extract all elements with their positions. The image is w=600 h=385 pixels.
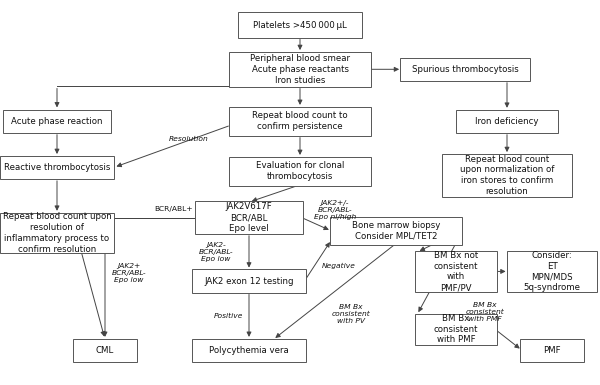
FancyBboxPatch shape (195, 201, 304, 234)
FancyBboxPatch shape (456, 109, 558, 133)
FancyBboxPatch shape (229, 107, 371, 136)
Text: Repeat blood count
upon normalization of
iron stores to confirm
resolution: Repeat blood count upon normalization of… (460, 154, 554, 196)
FancyBboxPatch shape (520, 339, 584, 362)
Text: Consider:
ET
MPN/MDS
5q-syndrome: Consider: ET MPN/MDS 5q-syndrome (523, 251, 581, 292)
Text: Bone marrow biopsy
Consider MPL/TET2: Bone marrow biopsy Consider MPL/TET2 (352, 221, 440, 241)
FancyBboxPatch shape (192, 339, 306, 362)
Text: BM Bx
consistent
with PMF: BM Bx consistent with PMF (434, 314, 478, 345)
FancyBboxPatch shape (229, 52, 371, 87)
Text: Evaluation for clonal
thrombocytosis: Evaluation for clonal thrombocytosis (256, 161, 344, 181)
Text: PMF: PMF (543, 346, 561, 355)
Text: Resolution: Resolution (169, 136, 209, 142)
FancyBboxPatch shape (415, 251, 497, 292)
Text: BCR/ABL+: BCR/ABL+ (155, 206, 193, 212)
Text: BM Bx
consistent
with PV: BM Bx consistent with PV (332, 304, 370, 324)
FancyBboxPatch shape (0, 156, 114, 179)
FancyBboxPatch shape (3, 109, 112, 133)
Text: BM Bx
consistent
with PMF: BM Bx consistent with PMF (466, 302, 504, 322)
FancyBboxPatch shape (507, 251, 598, 292)
Text: Platelets >450 000 μL: Platelets >450 000 μL (253, 20, 347, 30)
Text: Positive: Positive (214, 313, 243, 319)
FancyBboxPatch shape (415, 313, 497, 345)
Text: Repeat blood count upon
resolution of
inflammatory process to
confirm resolution: Repeat blood count upon resolution of in… (2, 212, 112, 254)
FancyBboxPatch shape (238, 12, 362, 38)
Text: Repeat blood count to
confirm persistence: Repeat blood count to confirm persistenc… (252, 111, 348, 131)
Text: JAK2+/-
BCR/ABL-
Epo nl/high: JAK2+/- BCR/ABL- Epo nl/high (314, 200, 356, 220)
Text: JAK2V617F
BCR/ABL
Epo level: JAK2V617F BCR/ABL Epo level (226, 202, 272, 233)
Text: JAK2+
BCR/ABL-
Epo low: JAK2+ BCR/ABL- Epo low (112, 263, 146, 283)
Text: JAK2 exon 12 testing: JAK2 exon 12 testing (204, 276, 294, 286)
FancyBboxPatch shape (400, 57, 530, 81)
FancyBboxPatch shape (330, 217, 462, 245)
Text: BM Bx not
consistent
with
PMF/PV: BM Bx not consistent with PMF/PV (434, 251, 478, 292)
FancyBboxPatch shape (73, 339, 137, 362)
Text: Spurious thrombocytosis: Spurious thrombocytosis (412, 65, 518, 74)
Text: Peripheral blood smear
Acute phase reactants
Iron studies: Peripheral blood smear Acute phase react… (250, 54, 350, 85)
Text: Polycythemia vera: Polycythemia vera (209, 346, 289, 355)
FancyBboxPatch shape (229, 157, 371, 186)
Text: JAK2-
BCR/ABL-
Epo low: JAK2- BCR/ABL- Epo low (199, 242, 233, 262)
Text: CML: CML (96, 346, 114, 355)
Text: Reactive thrombocytosis: Reactive thrombocytosis (4, 163, 110, 172)
Text: Negative: Negative (322, 263, 356, 269)
FancyBboxPatch shape (192, 270, 306, 293)
Text: Iron deficiency: Iron deficiency (475, 117, 539, 126)
FancyBboxPatch shape (0, 213, 114, 253)
Text: Acute phase reaction: Acute phase reaction (11, 117, 103, 126)
FancyBboxPatch shape (442, 154, 572, 196)
